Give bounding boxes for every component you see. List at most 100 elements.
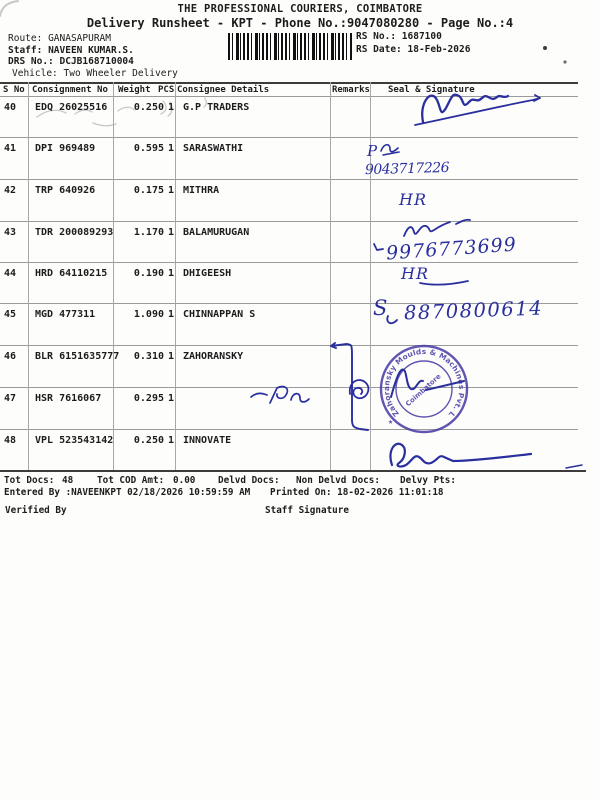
col-header-seal: Seal & Signature [388, 84, 475, 95]
runsheet-title: Delivery Runsheet - KPT - Phone No.:9047… [86, 16, 514, 30]
pcs: 1 [168, 268, 175, 279]
barcode [228, 33, 352, 60]
table-line [0, 221, 578, 222]
staff-value: NAVEEN KUMAR.S. [48, 45, 134, 56]
scribble-row45 [386, 315, 398, 325]
signature-in-stamp [390, 368, 465, 398]
pcs: 1 [168, 435, 175, 446]
pcs: 1 [168, 102, 175, 113]
pcs: 1 [168, 227, 175, 238]
weight: 0.295 [133, 393, 164, 404]
rs-no-value: 1687100 [401, 31, 442, 42]
vehicle-line: Vehicle: Two Wheeler Delivery [12, 68, 178, 79]
scan-speck [563, 60, 567, 64]
route-value: GANASAPURAM [48, 33, 111, 44]
table-line [0, 387, 578, 388]
company-title: THE PROFESSIONAL COURIERS, COIMBATORE [177, 3, 423, 15]
rs-date-value: 18-Feb-2026 [407, 44, 471, 55]
col-header-consignee: Consignee Details [177, 84, 270, 95]
weight: 0.595 [133, 143, 164, 154]
sno: 48 [4, 435, 17, 446]
col-header-remarks: Remarks [332, 84, 370, 95]
stamp-ring-text: Zahoransky Moulds & Machines Pvt. Ltd. [377, 342, 466, 419]
consignment-no: EDQ 26025516 [35, 102, 108, 113]
consignee: CHINNAPPAN S [183, 309, 256, 320]
drs-line: DRS No.: DCJB168710004 [8, 56, 134, 67]
col-header-pcs: PCS [158, 84, 175, 95]
drs-label: DRS No.: [8, 56, 54, 67]
sno: 44 [4, 268, 17, 279]
printed-on: Printed On: 18-02-2026 11:01:18 [270, 487, 444, 498]
col-header-sno: S No [3, 84, 25, 95]
staff-line: Staff: NAVEEN KUMAR.S. [8, 45, 134, 56]
staff-label: Staff: [8, 45, 43, 56]
col-header-weight: Weight [118, 84, 151, 95]
weight: 0.250 [133, 102, 164, 113]
table-line [0, 262, 578, 263]
route-line: Route: GANASAPURAM [8, 33, 111, 44]
rs-date-label: RS Date: [356, 44, 402, 55]
consignee: BALAMURUGAN [183, 227, 250, 238]
handwritten-initial-row45: S [373, 296, 388, 320]
sno: 47 [4, 393, 17, 404]
consignee: G.P TRADERS [183, 102, 250, 113]
sno: 41 [4, 143, 17, 154]
vehicle-value: Two Wheeler Delivery [63, 68, 178, 79]
weight: 1.170 [133, 227, 164, 238]
handwritten-phone-row43: 9976773699 [385, 233, 518, 265]
non-delvd-docs-label: Non Delvd Docs: [296, 475, 380, 486]
consignee: INNOVATE [183, 435, 232, 446]
table-vline [370, 82, 371, 470]
rs-no-label: RS No.: [356, 31, 397, 42]
weight: 0.190 [133, 268, 164, 279]
col-header-consignment: Consignment No [32, 84, 108, 95]
rs-date-line: RS Date: 18-Feb-2026 [356, 44, 470, 55]
table-bottom-border [0, 470, 586, 472]
consignment-no: DPI 969489 [35, 143, 96, 154]
stamp-star-icon: ★ [388, 417, 393, 427]
pcs: 1 [168, 185, 175, 196]
consignment-no: TRP 640926 [35, 185, 96, 196]
verified-by-label: Verified By [5, 505, 67, 516]
stamp-center-text: Coimbatore [404, 372, 443, 408]
table-vline [28, 82, 29, 470]
sno: 40 [4, 102, 17, 113]
scribble-row47 [250, 385, 310, 404]
handwritten-initials-row42: HR [399, 190, 427, 209]
table-vline [175, 82, 176, 470]
vehicle-label: Vehicle: [12, 68, 58, 79]
stamp-inner-ring [395, 360, 453, 418]
consignment-no: HSR 7616067 [35, 393, 102, 404]
consignee: MITHRA [183, 185, 220, 196]
pcs: 1 [168, 393, 175, 404]
stray-ink-dash [565, 464, 583, 469]
consignment-no: BLR 6151635777 [35, 351, 120, 362]
handwritten-name-row41: P [367, 142, 378, 160]
table-top-border [0, 82, 578, 84]
weight: 0.250 [133, 435, 164, 446]
pcs: 1 [168, 351, 175, 362]
tot-cod-label: Tot COD Amt: [97, 475, 165, 486]
sno: 46 [4, 351, 17, 362]
loop-scribble-remarks [348, 379, 370, 400]
drs-value: DCJB168710004 [59, 56, 134, 67]
weight: 1.090 [133, 309, 164, 320]
company-stamp: Zahoransky Moulds & Machines Pvt. Ltd. ★… [377, 342, 469, 434]
weight: 0.175 [133, 185, 164, 196]
pcs: 1 [168, 309, 175, 320]
sno: 42 [4, 185, 17, 196]
consignment-no: VPL 523543142 [35, 435, 114, 446]
consignee: ZAHORANSKY [183, 351, 244, 362]
handwritten-initials-row44: HR [401, 264, 429, 283]
weight: 0.310 [133, 351, 164, 362]
handwritten-phone-row45: 8870800614 [403, 296, 544, 325]
tot-docs-value: 48 [62, 475, 74, 486]
scribble-row41 [380, 143, 400, 156]
sno: 45 [4, 309, 17, 320]
signature-row48 [389, 442, 533, 468]
consignee: SARASWATHI [183, 143, 244, 154]
table-line [0, 96, 578, 97]
table-vline [113, 82, 114, 470]
tot-docs-label: Tot Docs: [4, 475, 55, 486]
